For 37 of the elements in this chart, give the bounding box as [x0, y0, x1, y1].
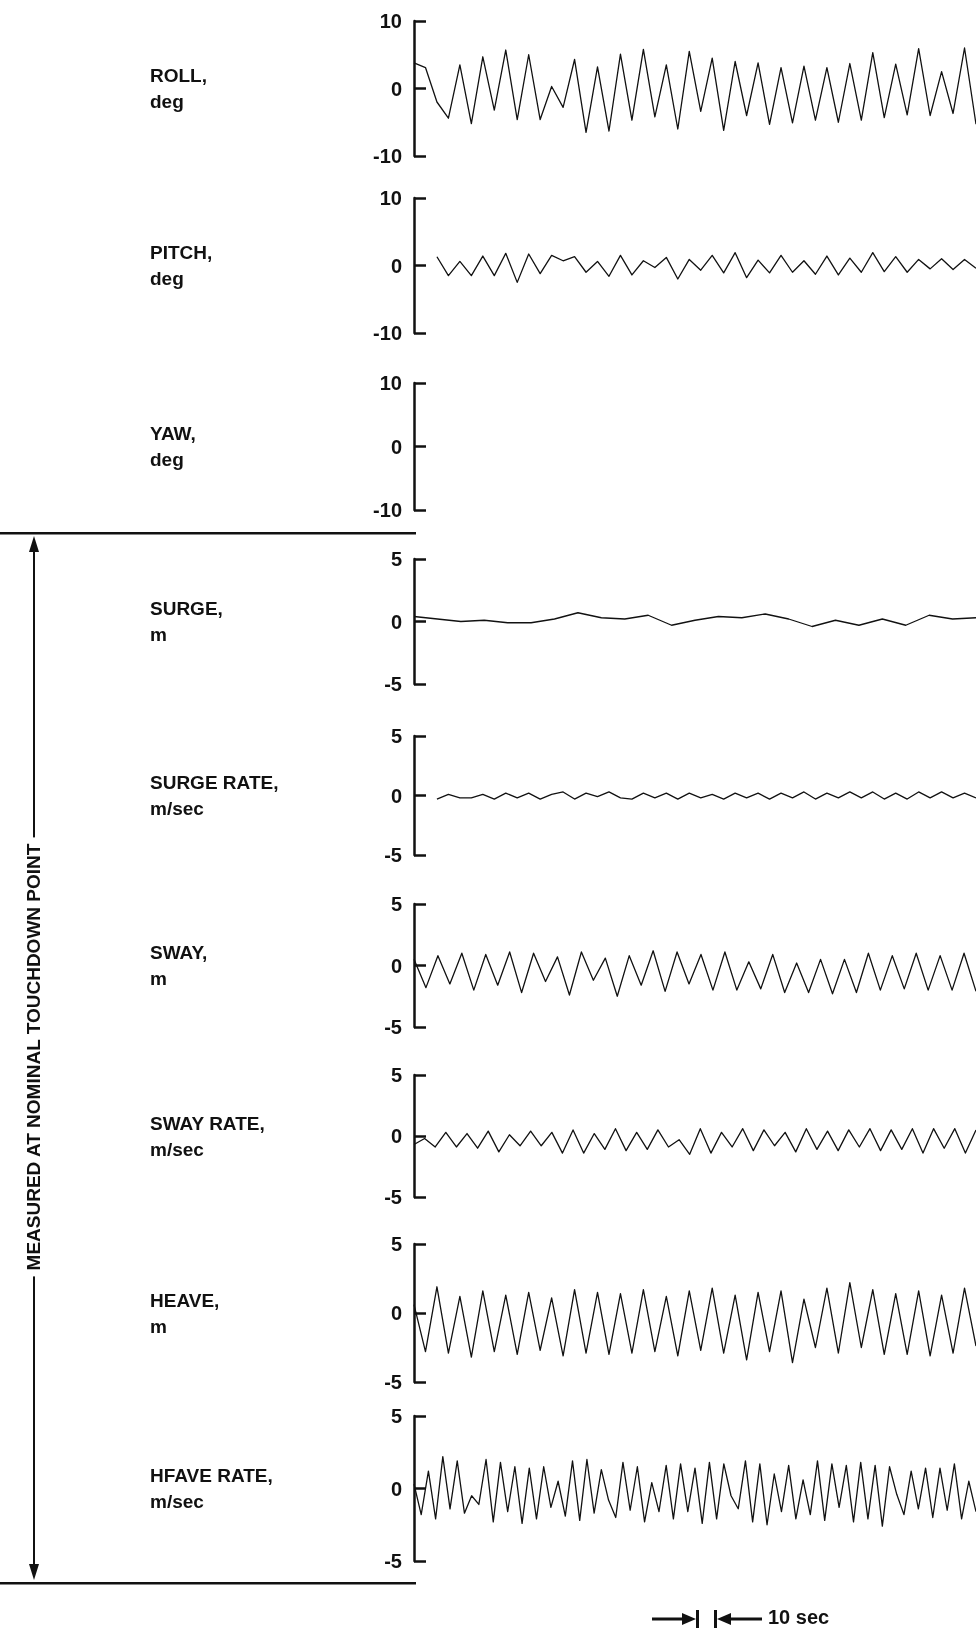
y-tick-label: 10: [379, 10, 402, 32]
y-tick-label: 5: [390, 1233, 402, 1255]
y-tick-label: -5: [384, 673, 402, 695]
line-series: [436, 791, 976, 800]
y-axis-title: ROLL, deg: [150, 65, 207, 112]
y-tick-label: 0: [390, 1477, 402, 1500]
y-tick-label: 0: [390, 1125, 402, 1147]
text: 10 sec: [768, 1606, 830, 1629]
line-series: [436, 252, 976, 284]
y-axis-title: SWAY RATE, m/sec: [150, 1112, 265, 1160]
y-tick-label: -5: [384, 1550, 402, 1572]
y-axis-title: HEAVE, m: [150, 1289, 220, 1337]
y-axis-title: SWAY, m: [150, 942, 208, 989]
y-tick-label: -5: [384, 844, 402, 866]
y-axis-title: PITCH, deg: [150, 242, 213, 289]
y-tick-label: -5: [384, 1371, 402, 1393]
y-tick-label: 0: [390, 254, 402, 277]
y-tick-label: -10: [373, 322, 402, 344]
y-axis-title: SURGE RATE, m/sec: [150, 772, 279, 819]
y-tick-label: -10: [373, 145, 402, 167]
y-axis-title: SURGE, m: [150, 598, 223, 645]
y-tick-label: 5: [390, 1405, 402, 1427]
y-tick-label: -5: [384, 1186, 402, 1208]
y-tick-label: -5: [384, 1016, 402, 1038]
y-tick-label: 0: [390, 954, 402, 977]
y-tick-label: 5: [390, 1064, 402, 1086]
y-tick-label: 5: [390, 893, 402, 915]
y-tick-label: 5: [390, 725, 402, 747]
y-tick-label: 0: [390, 784, 402, 807]
text: YAW, deg: [150, 423, 196, 470]
y-tick-label: 0: [390, 1302, 402, 1324]
y-tick-label: 0: [390, 77, 402, 100]
y-axis-title: HFAVE RATE, m/sec: [150, 1465, 273, 1512]
y-tick-label: 5: [390, 548, 402, 570]
text: MEASURED AT NOMINAL TOUCHDOWN POINT: [23, 837, 45, 1277]
y-tick-label: 0: [390, 610, 402, 633]
y-tick-label: 10: [379, 187, 402, 209]
